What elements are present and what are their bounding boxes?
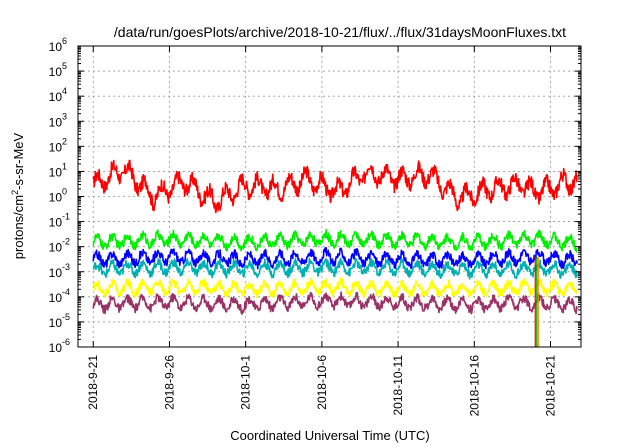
y-ticks: 10-6 10-5 10-4 10-3 10-2 10-1 100 101 102 103 104 1… [49,36,581,355]
x-tick-label: 2018-10-11 [391,355,405,416]
series-line [92,291,578,315]
y-tick-label: 10-6 [49,337,70,355]
y-tick-label: 10-2 [49,237,70,255]
y-tick-label: 106 [49,36,67,54]
series-line [92,228,578,253]
series-line [93,257,578,280]
x-tick-label: 2018-10-21 [544,355,558,417]
series-line [92,277,578,299]
y-tick-label: 105 [49,61,67,79]
y-tick-label: 10-3 [49,262,70,280]
x-tick-label: 2018-10-16 [467,355,481,417]
x-tick-label: 2018-9-21 [86,355,100,410]
y-tick-label: 103 [49,111,67,129]
x-tick-label: 2018-10-6 [315,355,329,410]
y-tick-label: 100 [49,187,67,205]
series-line [92,246,578,270]
y-tick-label: 10-4 [49,287,70,305]
y-tick-label: 10-5 [49,312,70,330]
y-tick-label: 10-1 [49,212,70,230]
x-tick-label: 2018-10-1 [239,355,253,410]
y-tick-label: 102 [49,136,67,154]
series-line [92,159,578,214]
x-ticks: 2018-9-21 2018-9-26 2018-10-1 2018-10-6 2018… [86,46,558,417]
data-series [92,159,578,347]
y-tick-label: 101 [49,161,67,179]
x-axis-label: Coordinated Universal Time (UTC) [230,428,429,443]
y-axis-label: protons/cm2-s-sr-MeV [10,132,26,259]
y-tick-label: 104 [49,86,67,104]
chart-title: /data/run/goesPlots/archive/2018-10-21/f… [114,24,566,40]
x-tick-label: 2018-9-26 [162,355,176,410]
